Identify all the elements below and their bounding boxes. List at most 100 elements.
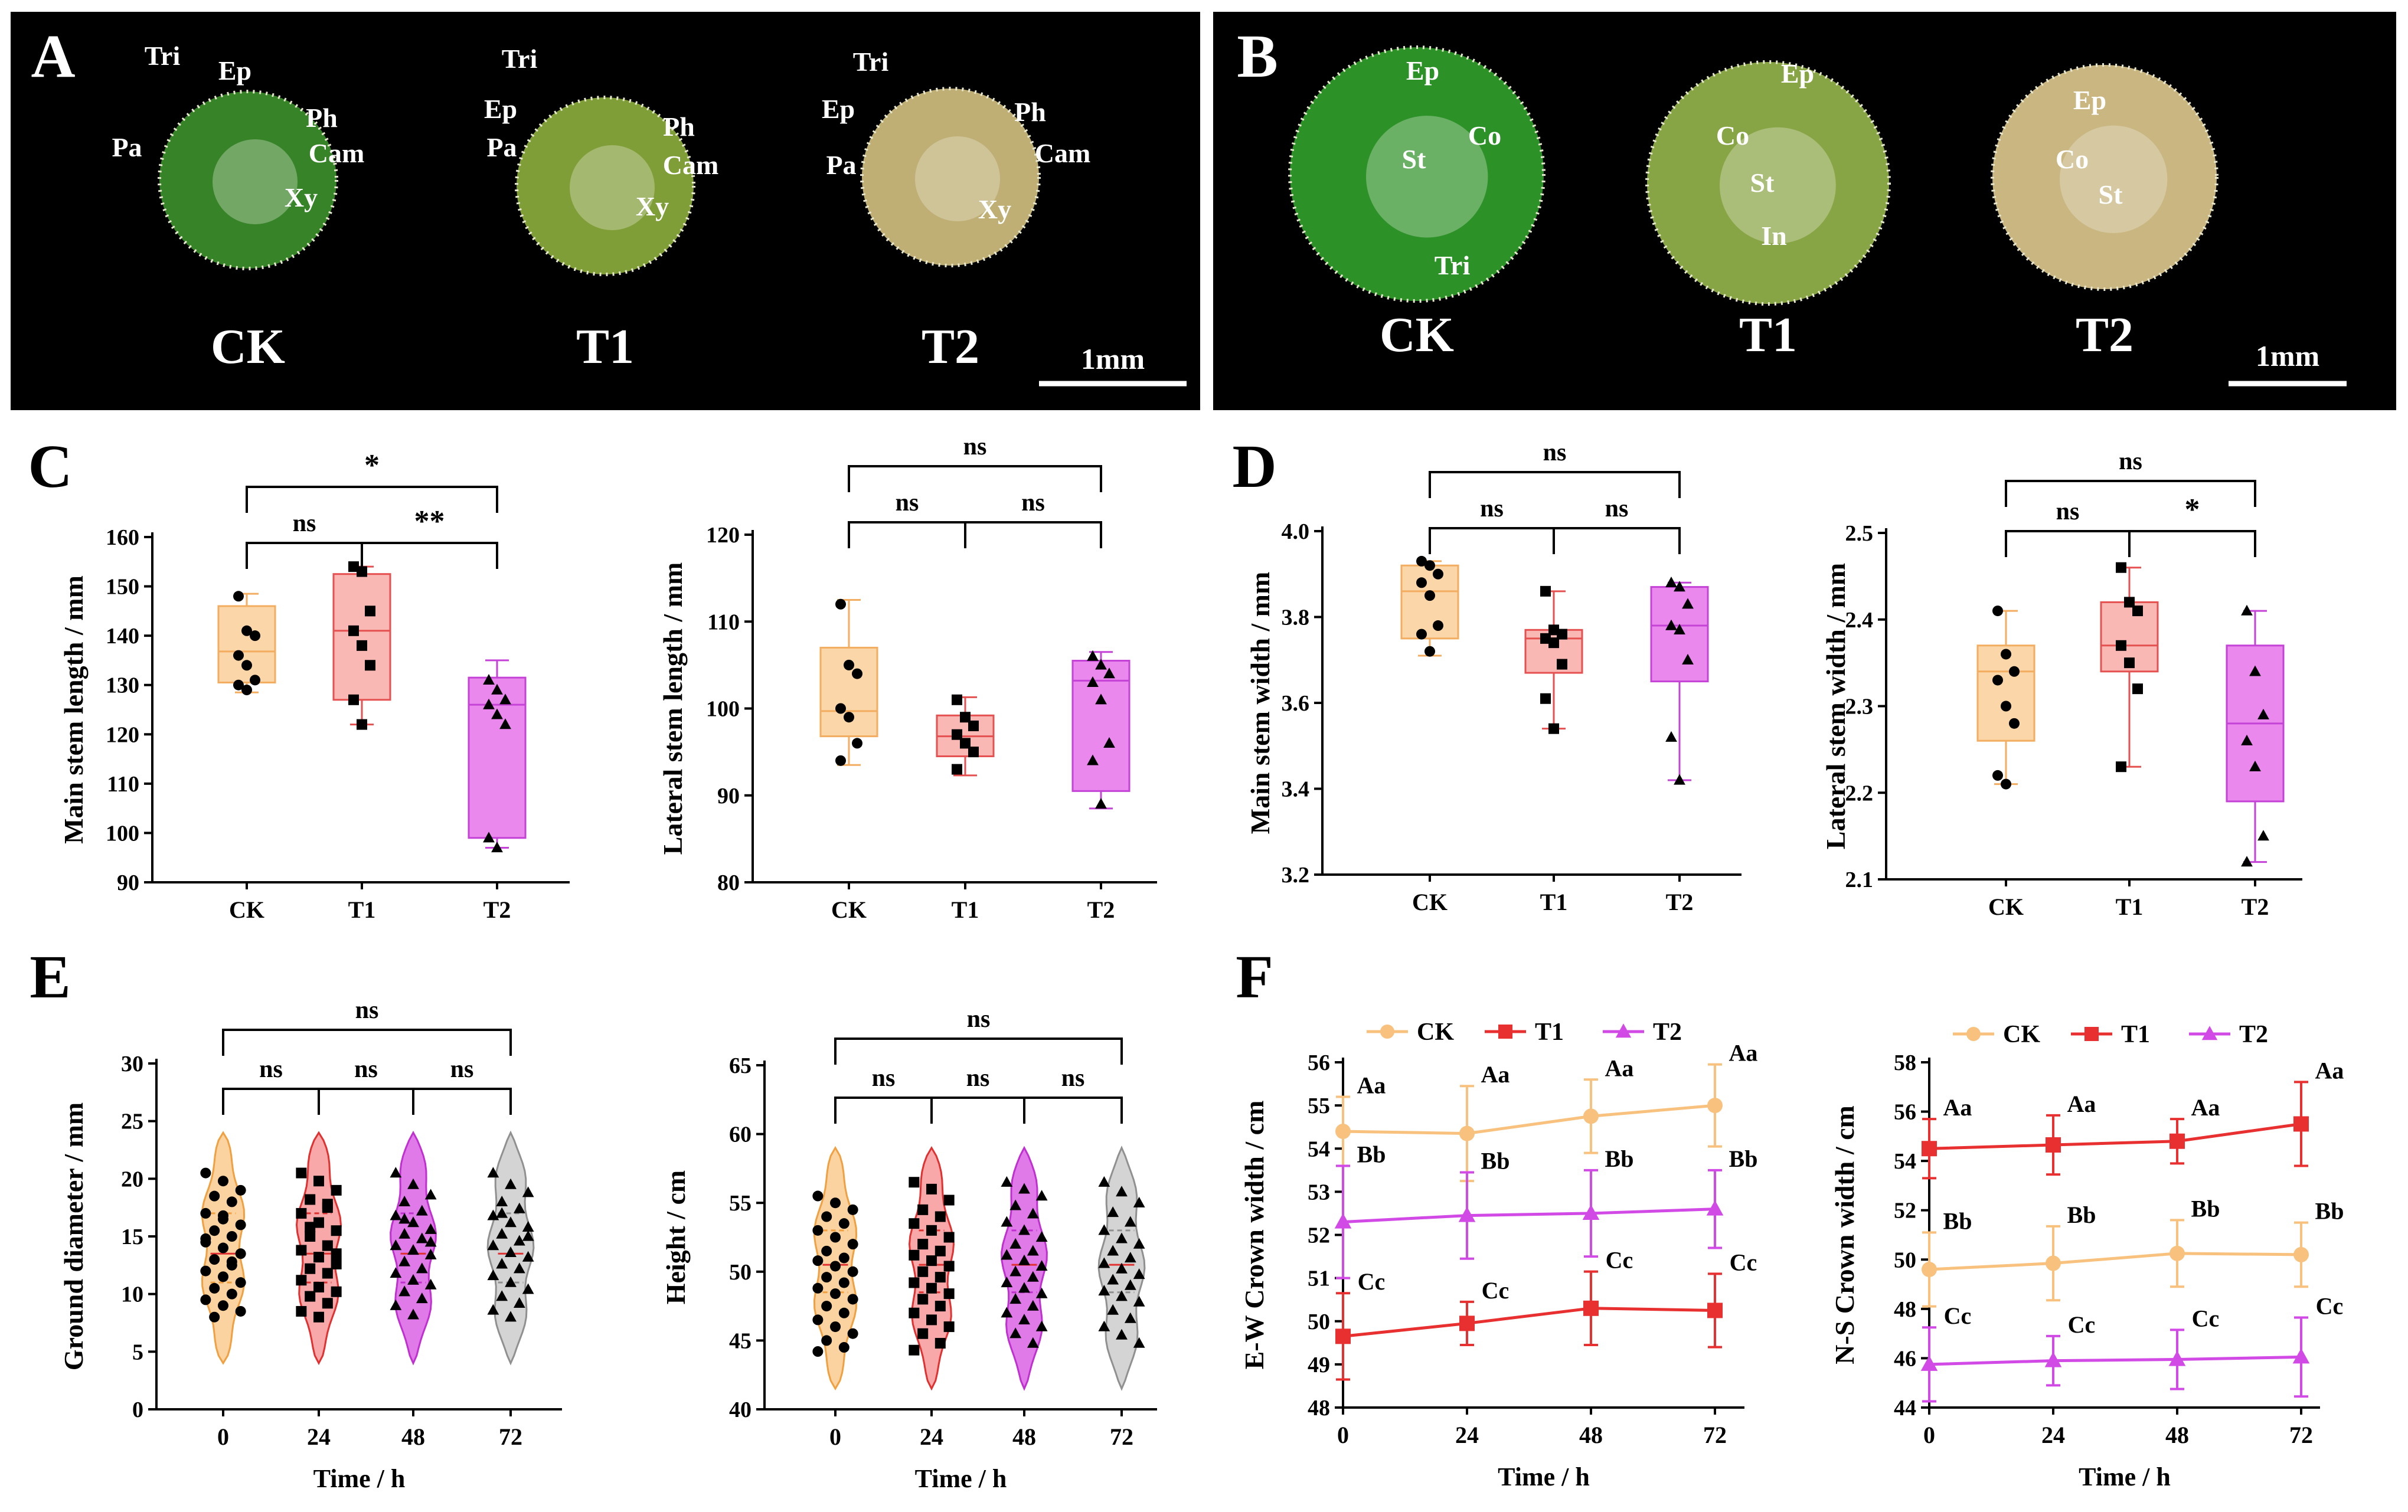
data-point [2001, 701, 2011, 712]
panel-letter-F: F [1236, 943, 1273, 1011]
data-point [1116, 1186, 1128, 1197]
significance-letter: Bb [1943, 1207, 1972, 1234]
data-point [917, 1239, 929, 1250]
data-point [505, 1178, 517, 1189]
data-point [407, 1308, 419, 1320]
significance-letter: Aa [1605, 1055, 1634, 1081]
series-point-CK [2170, 1245, 2185, 1261]
data-point [926, 1225, 937, 1236]
data-point [209, 1282, 220, 1294]
data-point [1540, 585, 1551, 597]
series-point-T2 [1458, 1206, 1476, 1222]
y-tick-label: 2.5 [1845, 521, 1874, 546]
data-point [926, 1314, 937, 1326]
data-point [1124, 1216, 1136, 1227]
significance-letter: Cc [1482, 1277, 1510, 1304]
series-line-CK [1342, 1104, 1716, 1135]
data-point [305, 1291, 316, 1302]
data-point [1133, 1295, 1145, 1307]
data-point [233, 650, 244, 661]
data-point [812, 1346, 824, 1357]
stem-section-core [1366, 116, 1488, 238]
legend-marker [2201, 1026, 2218, 1040]
legend-label-T1: T1 [2121, 1021, 2150, 1048]
data-point [357, 640, 367, 651]
data-point [1682, 598, 1694, 609]
data-point [2001, 649, 2011, 660]
significance-bracket [1023, 1097, 1123, 1124]
stem-section-core [213, 139, 298, 224]
data-point [1107, 1304, 1119, 1315]
x-tick-label: T2 [483, 896, 511, 923]
data-point [416, 1292, 428, 1304]
data-point [2257, 708, 2269, 719]
data-point [398, 1285, 411, 1297]
significance-letter: Bb [1729, 1146, 1758, 1172]
stem-section-core [915, 136, 1000, 221]
data-point [1416, 577, 1427, 588]
series-point-CK [1922, 1262, 1937, 1277]
series-point-T1 [1922, 1141, 1937, 1157]
data-point [1992, 770, 2003, 781]
data-point [830, 1288, 841, 1300]
significance-label: * [364, 449, 380, 482]
data-point [830, 1261, 841, 1272]
data-point [835, 703, 846, 714]
box-T2 [468, 676, 527, 839]
stem-section-core [570, 145, 655, 230]
data-point [407, 1178, 419, 1189]
x-tick-label: CK [831, 896, 867, 923]
data-point [1674, 581, 1685, 592]
data-point [390, 1209, 402, 1220]
data-point [513, 1262, 525, 1274]
significance-label: ns [1605, 495, 1629, 522]
x-tick-label: T1 [952, 896, 979, 923]
x-tick-label: 72 [1703, 1422, 1727, 1448]
data-point [1018, 1282, 1030, 1293]
data-point [313, 1281, 324, 1292]
significance-letter: Aa [1943, 1094, 1972, 1121]
data-point [1416, 629, 1427, 640]
y-tick-label: 15 [121, 1225, 143, 1249]
significance-label: ns [354, 1056, 378, 1083]
scale-bar-label: 1mm [2256, 339, 2319, 372]
data-point [1035, 1320, 1048, 1331]
data-point [1018, 1224, 1030, 1235]
tissue-label-Ep: Ep [484, 94, 517, 124]
data-point [821, 1211, 832, 1222]
data-point [235, 1277, 246, 1288]
panel-letter-C: C [28, 433, 72, 500]
significance-label: * [2185, 493, 2200, 526]
series-point-CK [1459, 1125, 1475, 1141]
y-tick-label: 3.6 [1282, 691, 1310, 716]
data-point [935, 1245, 946, 1256]
data-point [1133, 1238, 1145, 1249]
legend-marker [1615, 1023, 1632, 1038]
data-point [1116, 1232, 1128, 1243]
tissue-label-Ph: Ph [306, 103, 338, 133]
y-axis-label: Height / cm [661, 1170, 691, 1304]
data-point [1001, 1216, 1013, 1227]
data-point [491, 708, 503, 719]
data-point [1557, 659, 1567, 670]
tissue-label-Co: Co [2056, 144, 2089, 174]
data-point [1992, 675, 2003, 686]
legend-label-CK: CK [1417, 1019, 1454, 1046]
data-point [1095, 659, 1107, 670]
data-point [935, 1211, 946, 1222]
tissue-label-Ep: Ep [1406, 55, 1439, 86]
data-point [322, 1298, 333, 1309]
stem-section-CK [158, 90, 338, 270]
y-tick-label: 2.1 [1845, 868, 1874, 892]
box-T1 [332, 573, 391, 701]
data-point [852, 668, 862, 679]
data-point [522, 1186, 534, 1197]
data-point [296, 1207, 307, 1219]
data-point [241, 685, 252, 696]
data-point [424, 1248, 437, 1259]
data-point [1433, 568, 1443, 580]
data-point [200, 1207, 211, 1219]
data-point [844, 659, 854, 670]
y-tick-label: 90 [117, 870, 139, 895]
